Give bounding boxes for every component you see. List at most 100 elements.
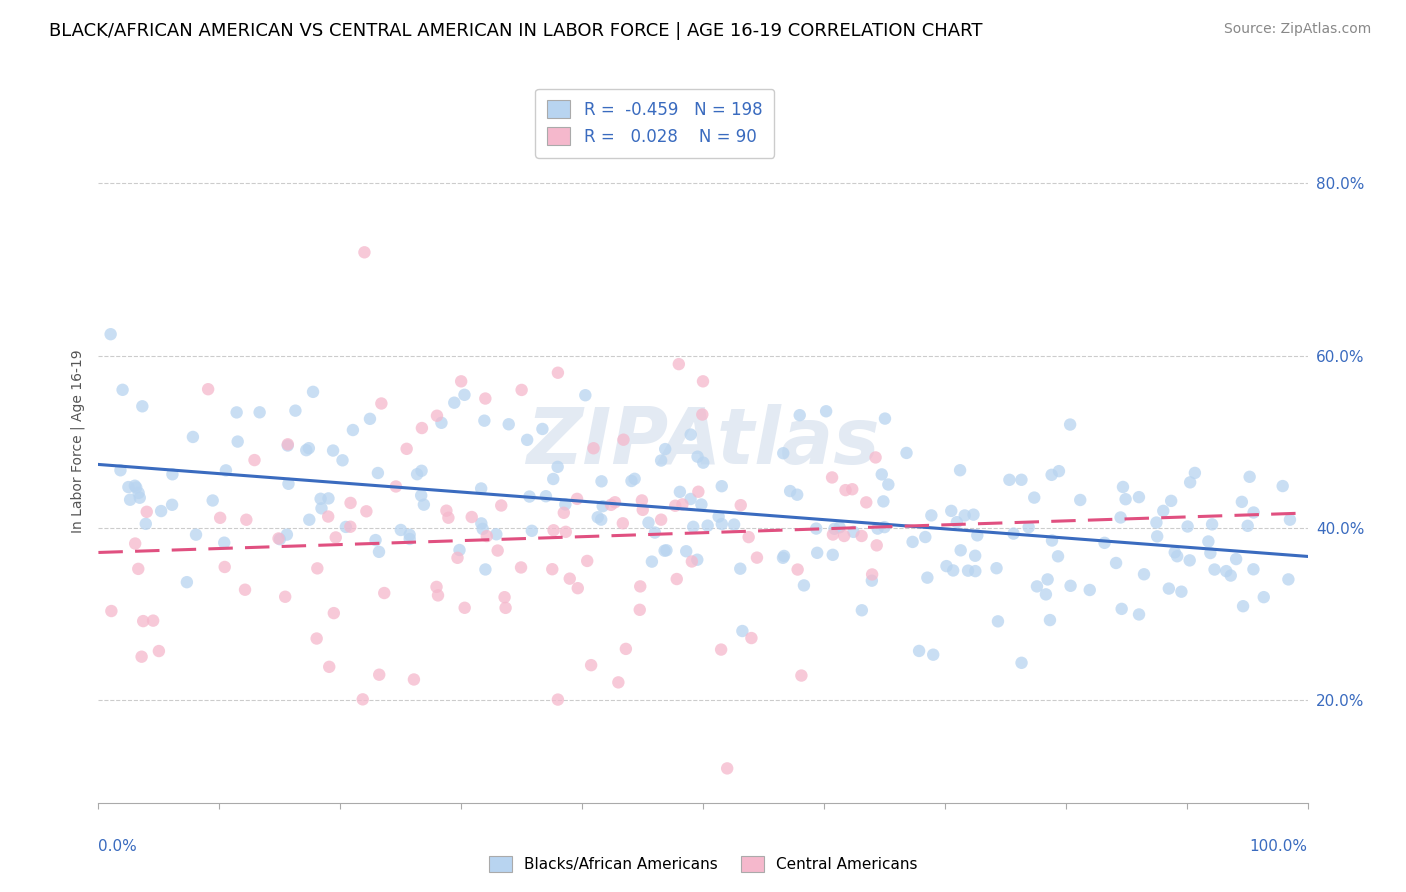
Point	[446, 550, 468, 565]
Point	[1011, 656, 1033, 670]
Point	[311, 501, 333, 516]
Point	[866, 538, 889, 552]
Point	[920, 508, 942, 523]
Point	[650, 513, 672, 527]
Point	[668, 357, 690, 371]
Point	[302, 384, 325, 399]
Point	[690, 498, 713, 512]
Point	[1128, 607, 1150, 622]
Point	[692, 408, 714, 422]
Point	[745, 550, 768, 565]
Point	[654, 442, 676, 456]
Point	[612, 433, 634, 447]
Point	[1243, 506, 1265, 520]
Point	[124, 479, 146, 493]
Point	[359, 412, 381, 426]
Point	[274, 590, 297, 604]
Point	[318, 491, 340, 506]
Point	[277, 438, 299, 452]
Point	[276, 527, 298, 541]
Point	[494, 591, 516, 605]
Point	[160, 498, 183, 512]
Point	[209, 511, 232, 525]
Point	[815, 404, 838, 418]
Point	[637, 516, 659, 530]
Point	[226, 434, 249, 449]
Point	[339, 520, 361, 534]
Point	[342, 423, 364, 437]
Point	[558, 572, 581, 586]
Point	[1039, 613, 1062, 627]
Text: Source: ZipAtlas.com: Source: ZipAtlas.com	[1223, 22, 1371, 37]
Point	[1157, 582, 1180, 596]
Point	[411, 464, 433, 478]
Point	[150, 504, 173, 518]
Point	[470, 482, 492, 496]
Point	[475, 529, 498, 543]
Point	[832, 529, 855, 543]
Point	[612, 516, 634, 531]
Point	[370, 396, 392, 410]
Point	[1178, 553, 1201, 567]
Point	[1230, 495, 1253, 509]
Point	[962, 508, 984, 522]
Point	[793, 578, 815, 592]
Point	[1040, 467, 1063, 482]
Point	[654, 543, 676, 558]
Point	[860, 574, 883, 588]
Point	[398, 527, 420, 541]
Point	[586, 510, 609, 524]
Point	[235, 513, 257, 527]
Point	[127, 562, 149, 576]
Point	[449, 543, 471, 558]
Point	[486, 543, 509, 558]
Point	[730, 562, 752, 576]
Point	[453, 600, 475, 615]
Point	[949, 543, 972, 558]
Point	[592, 499, 614, 513]
Point	[332, 453, 354, 467]
Point	[669, 484, 692, 499]
Point	[681, 554, 703, 568]
Point	[942, 564, 965, 578]
Point	[1094, 536, 1116, 550]
Point	[125, 481, 148, 495]
Point	[214, 560, 236, 574]
Point	[111, 383, 134, 397]
Point	[620, 474, 643, 488]
Point	[485, 527, 508, 541]
Point	[1026, 579, 1049, 593]
Point	[686, 450, 709, 464]
Point	[1201, 517, 1223, 532]
Point	[470, 516, 492, 531]
Point	[631, 503, 654, 517]
Point	[117, 480, 139, 494]
Point	[851, 529, 873, 543]
Point	[1164, 545, 1187, 559]
Point	[865, 450, 887, 465]
Point	[731, 624, 754, 638]
Point	[710, 479, 733, 493]
Point	[243, 453, 266, 467]
Point	[628, 603, 651, 617]
Point	[986, 561, 1008, 575]
Point	[547, 366, 569, 380]
Point	[471, 522, 494, 536]
Point	[1199, 546, 1222, 560]
Point	[1177, 519, 1199, 533]
Point	[786, 488, 808, 502]
Point	[184, 527, 207, 541]
Text: 100.0%: 100.0%	[1250, 838, 1308, 854]
Point	[671, 497, 693, 511]
Point	[389, 523, 412, 537]
Point	[692, 375, 714, 389]
Point	[987, 615, 1010, 629]
Point	[855, 495, 877, 509]
Point	[1160, 494, 1182, 508]
Point	[364, 533, 387, 547]
Point	[842, 524, 865, 539]
Point	[412, 498, 434, 512]
Point	[828, 520, 851, 534]
Point	[461, 510, 484, 524]
Point	[543, 523, 565, 537]
